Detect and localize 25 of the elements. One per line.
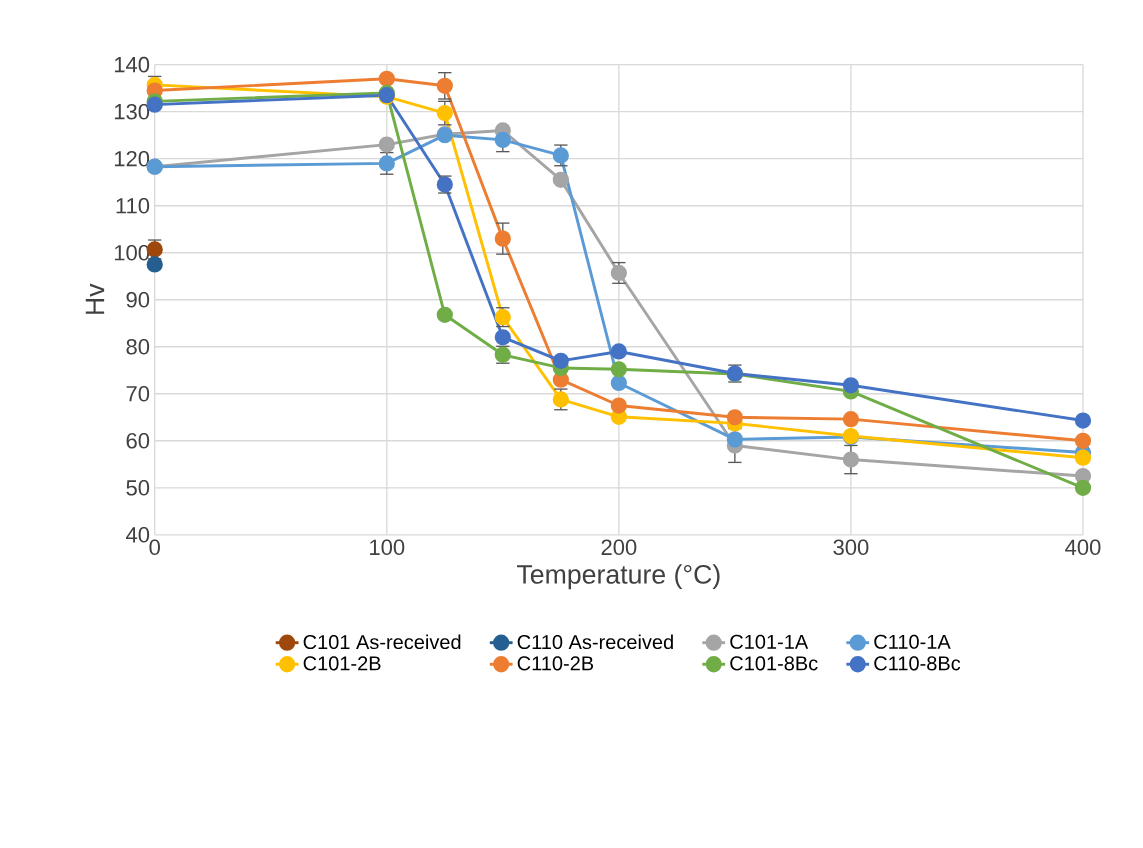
y-tick-label: 140 <box>114 56 150 73</box>
x-tick-label: 100 <box>370 539 405 555</box>
y-tick-label: 130 <box>114 103 150 120</box>
legend-label: C110-1A <box>874 634 951 649</box>
x-tick-label: 200 <box>601 539 637 555</box>
legend-label: C101-8Bc <box>730 656 818 671</box>
legend-label: C101 As-received <box>303 634 461 650</box>
legend-label: C110-8Bc <box>874 656 961 671</box>
y-tick-label: 40 <box>126 526 150 543</box>
y-tick-label: 80 <box>126 338 150 355</box>
x-axis-title: Temperature (°C) <box>517 564 720 590</box>
legend-label: C101-1A <box>730 634 809 649</box>
x-tick-label: 400 <box>1065 539 1101 555</box>
x-tick-label: 0 <box>149 539 160 555</box>
legend-label: C110-2B <box>517 656 594 671</box>
x-tick-label: 300 <box>833 539 869 555</box>
y-tick-label: 60 <box>126 432 150 449</box>
y-tick-label: 50 <box>126 479 150 496</box>
legend-label: C101-2B <box>303 656 381 671</box>
y-axis-title: Hv <box>85 283 105 314</box>
y-tick-label: 70 <box>126 385 150 402</box>
y-tick-label: 110 <box>116 197 150 214</box>
legend-label: C110 As-received <box>517 634 673 650</box>
y-tick-label: 90 <box>126 291 150 308</box>
y-tick-label: 120 <box>114 150 150 167</box>
